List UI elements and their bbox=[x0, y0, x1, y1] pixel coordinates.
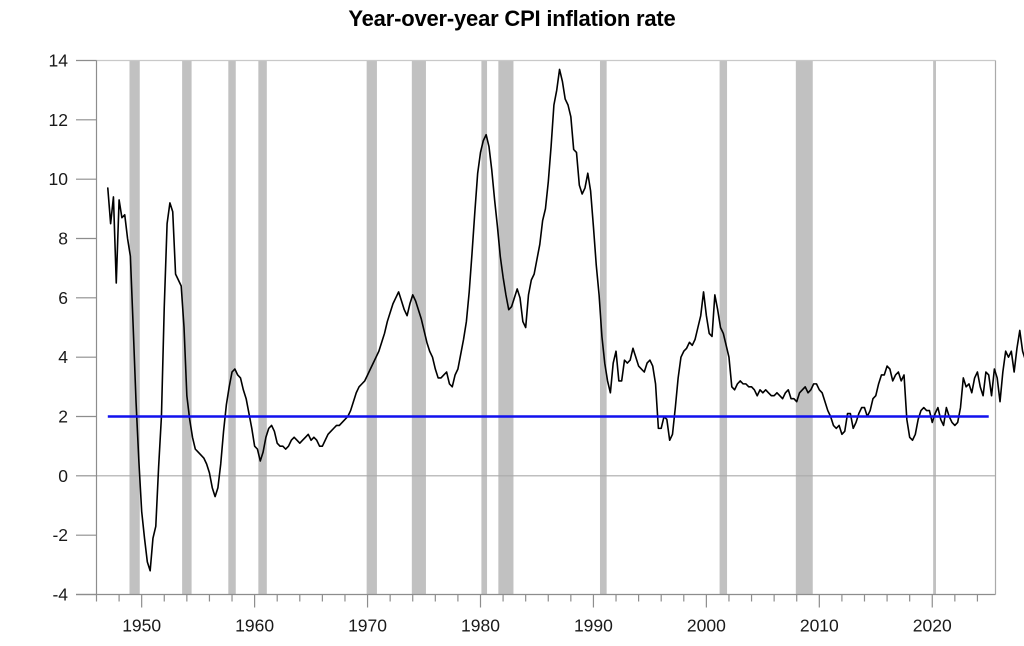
y-tick-label: 4 bbox=[58, 347, 68, 367]
y-tick-label: -2 bbox=[52, 525, 68, 545]
y-tick-label: 14 bbox=[49, 51, 69, 71]
x-tick-label: 1980 bbox=[461, 616, 500, 636]
x-tick-label: 1960 bbox=[235, 616, 274, 636]
recession-band bbox=[599, 60, 607, 595]
recession-band bbox=[366, 60, 377, 595]
y-tick-label: 6 bbox=[58, 288, 68, 308]
y-tick-label: 10 bbox=[49, 169, 69, 189]
recession-band bbox=[933, 60, 936, 595]
x-tick-label: 1990 bbox=[574, 616, 613, 636]
y-tick-label: 2 bbox=[58, 407, 68, 427]
recession-band bbox=[498, 60, 514, 595]
chart-title: Year-over-year CPI inflation rate bbox=[348, 6, 676, 31]
x-tick-label: 2020 bbox=[913, 616, 952, 636]
recession-band bbox=[228, 60, 236, 595]
y-tick-label: -4 bbox=[52, 585, 68, 605]
recession-band bbox=[411, 60, 426, 595]
y-tick-label: 12 bbox=[49, 110, 68, 130]
recession-band bbox=[182, 60, 192, 595]
data-series-line bbox=[106, 68, 1024, 572]
x-tick-label: 1950 bbox=[122, 616, 161, 636]
recession-band bbox=[795, 60, 813, 595]
y-tick-label: 8 bbox=[58, 229, 68, 249]
recession-band bbox=[481, 60, 488, 595]
recession-band bbox=[719, 60, 728, 595]
x-tick-label: 2010 bbox=[800, 616, 839, 636]
recession-band bbox=[129, 60, 140, 595]
y-tick-label: 0 bbox=[58, 466, 68, 486]
recession-band bbox=[258, 60, 267, 595]
x-tick-label: 1970 bbox=[348, 616, 387, 636]
x-tick-label: 2000 bbox=[687, 616, 726, 636]
